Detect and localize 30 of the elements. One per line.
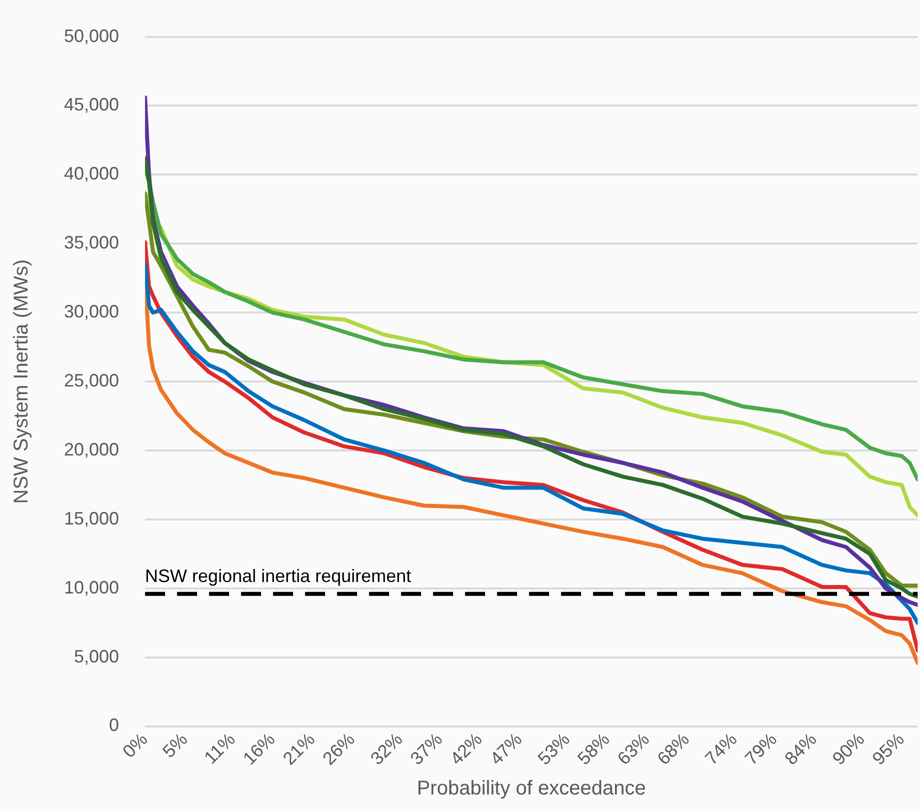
x-tick-label: 5% — [158, 729, 192, 762]
x-tick-label: 32% — [366, 729, 406, 769]
x-tick-label: 53% — [534, 729, 574, 769]
x-tick-label: 0% — [118, 729, 152, 762]
y-tick-label: 15,000 — [64, 508, 120, 528]
x-tick-label: 95% — [868, 729, 908, 769]
y-tick-label: 10,000 — [64, 577, 120, 598]
x-tick-label: 68% — [653, 729, 694, 769]
x-tick-label: 47% — [486, 729, 526, 769]
y-tick-label: 40,000 — [64, 164, 120, 184]
y-tick-label: 5,000 — [74, 646, 120, 666]
x-tick-label: 11% — [200, 729, 240, 768]
x-tick-label: 84% — [780, 729, 820, 769]
x-tick-label: 63% — [614, 729, 654, 769]
ref-line-label: NSW regional inertia requirement — [145, 566, 412, 586]
x-tick-label: 37% — [406, 729, 446, 769]
y-tick-label: 20,000 — [64, 439, 120, 460]
x-tick-label: 90% — [828, 729, 868, 769]
y-tick-label: 50,000 — [64, 26, 120, 46]
x-tick-label: 42% — [446, 729, 486, 769]
y-tick-label: 0 — [109, 715, 120, 736]
x-tick-label: 58% — [574, 729, 614, 769]
y-tick-label: 45,000 — [64, 94, 120, 115]
y-tick-label: 25,000 — [64, 370, 120, 390]
y-tick-label: 35,000 — [64, 232, 120, 253]
x-tick-label: 79% — [741, 729, 781, 769]
x-axis-title: Probability of exceedance — [416, 778, 646, 800]
y-tick-label: 30,000 — [64, 302, 120, 322]
x-tick-label: 74% — [701, 729, 741, 769]
y-axis-title: NSW System Inertia (MWs) — [10, 259, 33, 504]
